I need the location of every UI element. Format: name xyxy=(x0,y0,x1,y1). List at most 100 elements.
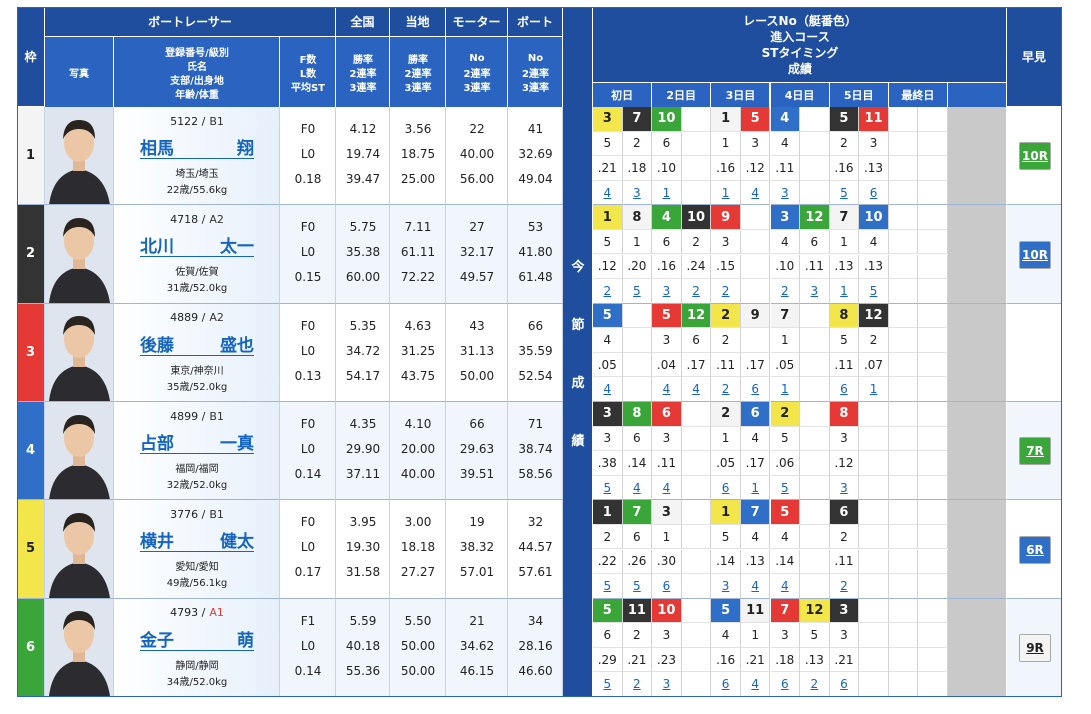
result[interactable]: 4 xyxy=(681,377,712,402)
registration-number: 4889 / xyxy=(170,311,206,325)
motor-value: 56.00 xyxy=(459,172,495,186)
result[interactable]: 3 xyxy=(829,475,860,501)
result[interactable]: 3 xyxy=(800,279,830,304)
result[interactable]: 2 xyxy=(829,574,860,599)
st-timing: .23 xyxy=(652,647,682,673)
racer-given[interactable]: 翔 xyxy=(237,139,254,159)
race-number: 4 xyxy=(652,205,682,230)
result[interactable]: 6 xyxy=(652,574,682,599)
quick-cell xyxy=(1007,303,1062,402)
result[interactable]: 3 xyxy=(652,279,682,304)
result[interactable]: 2 xyxy=(681,279,712,304)
result[interactable]: 1 xyxy=(711,180,741,206)
photo xyxy=(45,402,114,501)
result[interactable]: 5 xyxy=(622,574,653,599)
racer-surname[interactable]: 金子 xyxy=(140,630,174,651)
result[interactable]: 5 xyxy=(593,475,623,501)
blank-column xyxy=(948,500,1007,599)
photo-figure xyxy=(45,402,113,500)
racer-name: 相馬 翔 xyxy=(140,135,254,159)
course xyxy=(681,524,712,550)
result[interactable]: 1 xyxy=(859,377,889,402)
racer-given[interactable]: 太一 xyxy=(220,237,254,258)
course: 5 xyxy=(829,328,860,353)
result[interactable]: 2 xyxy=(622,672,653,697)
racer-surname[interactable]: 北川 xyxy=(140,237,174,258)
quick-link[interactable]: 10R xyxy=(1019,240,1051,269)
registration: 4718 /A2 xyxy=(114,211,280,227)
result[interactable]: 5 xyxy=(859,279,889,304)
race-number: 5 xyxy=(770,500,801,525)
result[interactable]: 1 xyxy=(770,377,801,402)
result[interactable]: 5 xyxy=(622,279,653,304)
photo xyxy=(45,500,114,599)
result[interactable]: 2 xyxy=(711,279,741,304)
racer-given[interactable]: 一真 xyxy=(220,434,254,454)
racer-given[interactable]: 健太 xyxy=(220,532,254,553)
racer-surname[interactable]: 横井 xyxy=(140,532,174,553)
result[interactable]: 6 xyxy=(711,475,741,501)
fls-value: F0 xyxy=(300,318,316,333)
result[interactable]: 4 xyxy=(740,672,771,697)
result[interactable]: 5 xyxy=(593,574,623,599)
racer-surname[interactable]: 相馬 xyxy=(140,139,174,159)
result[interactable]: 4 xyxy=(593,377,623,402)
info-header: 登録番号/級別 xyxy=(165,47,229,59)
course: 1 xyxy=(829,229,860,255)
racer-given[interactable]: 盛也 xyxy=(220,335,254,356)
result[interactable]: 1 xyxy=(740,475,771,501)
race-number xyxy=(859,402,889,427)
result[interactable]: 6 xyxy=(859,180,889,206)
result[interactable]: 5 xyxy=(770,475,801,501)
result[interactable]: 3 xyxy=(622,180,653,206)
course: 1 xyxy=(711,426,741,452)
result[interactable]: 4 xyxy=(652,377,682,402)
result[interactable]: 6 xyxy=(829,377,860,402)
quick-link[interactable]: 9R xyxy=(1019,633,1051,662)
result[interactable]: 3 xyxy=(711,574,741,599)
result[interactable]: 4 xyxy=(770,574,801,599)
result[interactable]: 6 xyxy=(829,672,860,697)
race-number: 12 xyxy=(800,205,830,230)
quick-link[interactable]: 10R xyxy=(1019,142,1051,171)
boat-value: 35.59 xyxy=(518,343,553,358)
result[interactable]: 2 xyxy=(711,377,741,402)
course: 1 xyxy=(711,131,741,157)
result[interactable]: 1 xyxy=(829,279,860,304)
result[interactable]: 4 xyxy=(622,475,653,501)
result[interactable]: 2 xyxy=(800,672,830,697)
result[interactable]: 4 xyxy=(593,180,623,206)
racer-given[interactable]: 萌 xyxy=(237,630,254,651)
st-timing: .22 xyxy=(593,549,623,575)
quick-link[interactable]: 7R xyxy=(1019,437,1051,466)
local-bg xyxy=(390,107,446,206)
st-timing: .24 xyxy=(681,254,712,280)
result[interactable]: 4 xyxy=(652,475,682,501)
course xyxy=(740,229,771,255)
result[interactable]: 1 xyxy=(652,180,682,206)
racer-surname[interactable]: 後藤 xyxy=(140,335,174,356)
national-value: 39.47 xyxy=(345,172,381,186)
result xyxy=(800,475,830,501)
result[interactable]: 4 xyxy=(740,574,771,599)
result[interactable]: 6 xyxy=(740,377,771,402)
result[interactable]: 3 xyxy=(770,180,801,206)
result[interactable]: 4 xyxy=(740,180,771,206)
photo-figure xyxy=(45,303,113,401)
boat-value: 32 xyxy=(527,515,544,530)
result[interactable]: 2 xyxy=(770,279,801,304)
quick-link[interactable]: 6R xyxy=(1019,535,1051,564)
info-bg xyxy=(114,303,280,402)
result[interactable]: 5 xyxy=(593,672,623,697)
result[interactable]: 6 xyxy=(770,672,801,697)
result[interactable]: 6 xyxy=(711,672,741,697)
race-number: 1 xyxy=(711,500,741,525)
result[interactable]: 3 xyxy=(652,672,682,697)
race-number: 12 xyxy=(800,598,830,624)
result[interactable]: 5 xyxy=(829,180,860,206)
local-header: 当地 xyxy=(390,7,446,37)
result[interactable]: 2 xyxy=(593,279,623,304)
day-header: 初日 xyxy=(593,83,653,107)
result xyxy=(888,574,919,599)
racer-surname[interactable]: 占部 xyxy=(140,434,174,454)
